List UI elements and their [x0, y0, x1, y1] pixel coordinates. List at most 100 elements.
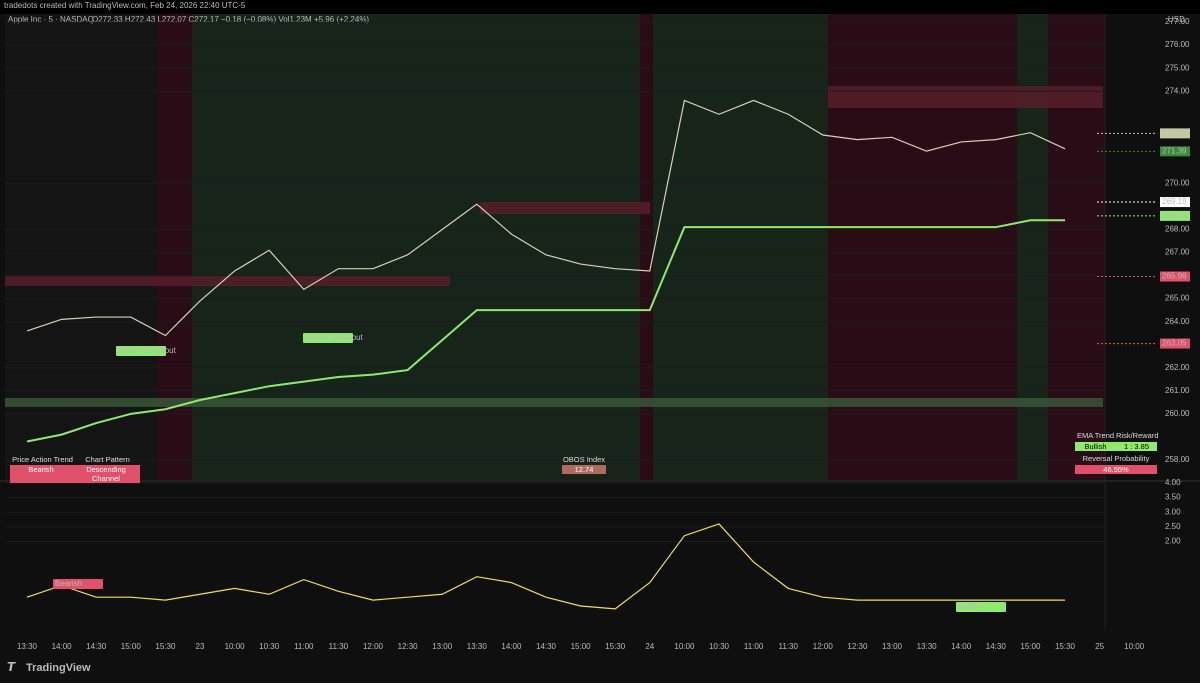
x-tick-label: 15:00	[571, 642, 592, 651]
right-values: Bullish 1 : 3.85	[1075, 442, 1157, 451]
price-marker-label: 272.17	[1162, 128, 1187, 137]
panel-value: 1 : 3.85	[1123, 442, 1150, 451]
x-tick-label: 14:30	[536, 642, 557, 651]
x-tick-label: 12:00	[363, 642, 384, 651]
price-marker-label: 271.39	[1162, 146, 1187, 155]
x-tick-label: 14:00	[501, 642, 522, 651]
x-tick-label: 11:00	[744, 642, 764, 651]
y-tick-label: 258.00	[1165, 455, 1190, 464]
price-marker-label: 263.05	[1162, 339, 1187, 348]
x-tick-label: 11:30	[778, 642, 798, 651]
panel-header: Chart Pattern	[85, 455, 130, 464]
x-tick-label: 15:30	[1055, 642, 1076, 651]
logo: 𝙏	[7, 660, 16, 674]
header-bar	[0, 0, 1200, 14]
y-tick-label: 277.00	[1165, 17, 1190, 26]
reversal-value: 46.55%	[1075, 465, 1157, 474]
x-tick-label: 15:30	[605, 642, 626, 651]
x-tick-label: 13:00	[882, 642, 903, 651]
annotation-box	[956, 602, 1006, 612]
right-panel: EMA Trend Risk/Reward	[1075, 431, 1159, 440]
price-marker	[1160, 210, 1190, 221]
x-tick-label: 13:30	[467, 642, 488, 651]
x-tick-label: 13:30	[917, 642, 938, 651]
x-tick-label: 14:30	[986, 642, 1007, 651]
y-tick-label: 4.00	[1165, 478, 1181, 487]
reversal-header: Reversal Probability	[1082, 454, 1150, 463]
y-tick-label: 264.00	[1165, 317, 1190, 326]
price-marker	[1160, 271, 1190, 282]
annotation: Bullish Breakout	[118, 346, 177, 355]
price-marker	[1160, 128, 1190, 139]
x-tick-label: 14:00	[951, 642, 972, 651]
price-marker-label: 268.59	[1162, 211, 1187, 220]
x-tick-label: 12:00	[813, 642, 834, 651]
annotation-box	[53, 579, 103, 589]
x-tick-label: 10:00	[1124, 642, 1145, 651]
x-tick-label: 10:30	[709, 642, 730, 651]
x-tick-label: 12:30	[398, 642, 419, 651]
y-tick-label: 2.50	[1165, 522, 1181, 531]
ohlc: O272.33 H272.43 L272.07 C272.17 −0.18 (−…	[92, 15, 369, 24]
x-tick-label: 13:00	[432, 642, 453, 651]
y-tick-label: 276.00	[1165, 40, 1190, 49]
series-line	[26, 99, 1066, 337]
price-marker	[1160, 146, 1190, 157]
x-tick-label: 24	[645, 642, 654, 651]
x-tick-label: 12:30	[847, 642, 868, 651]
y-tick-label: 260.00	[1165, 409, 1190, 418]
y-tick-label: 261.00	[1165, 386, 1190, 395]
annotation-box	[303, 333, 353, 343]
x-tick-label: 10:00	[674, 642, 695, 651]
price-marker	[1160, 197, 1190, 208]
x-tick-label: 15:30	[155, 642, 176, 651]
session-bands	[5, 14, 1105, 480]
y-tick-label: 275.00	[1165, 63, 1190, 72]
x-tick-label: 13:30	[17, 642, 38, 651]
y-tick-label: 262.00	[1165, 363, 1190, 372]
y-tick-label: 268.00	[1165, 225, 1190, 234]
panel-value: Descending Channel	[86, 465, 126, 483]
annotation: Bullish Breakout	[305, 333, 364, 342]
brand: TradingView	[26, 662, 91, 674]
obos-header: OBOS Index	[562, 455, 606, 464]
x-tick-label: 23	[196, 642, 205, 651]
y-tick-label: 267.00	[1165, 248, 1190, 257]
y-tick-label: 3.50	[1165, 493, 1181, 502]
y-tick-label: 3.00	[1165, 507, 1181, 516]
panel-value: Bullish	[1084, 442, 1107, 451]
price-marker-label: 269.19	[1162, 197, 1187, 206]
price-marker-label: 265.96	[1162, 272, 1187, 281]
currency: USD	[1168, 15, 1185, 24]
y-tick-label: 274.00	[1165, 86, 1190, 95]
annotation: Bullish	[958, 602, 982, 611]
panel-header: Risk/Reward	[1116, 431, 1159, 440]
price-marker	[1160, 338, 1190, 349]
x-tick-label: 10:00	[225, 642, 246, 651]
panel-header: EMA Trend	[1076, 431, 1115, 440]
x-tick-label: 14:30	[86, 642, 107, 651]
y-tick-label: 265.00	[1165, 294, 1190, 303]
x-tick-label: 15:00	[1020, 642, 1041, 651]
panel-value: Bearish	[28, 465, 54, 474]
credit: tradedots created with TradingView.com, …	[4, 1, 246, 10]
x-tick-label: 15:00	[121, 642, 142, 651]
series-line	[26, 219, 1065, 443]
annotation: Bearish	[55, 579, 82, 588]
x-tick-label: 11:00	[294, 642, 314, 651]
symbol: Apple Inc · 5 · NASDAQ	[8, 15, 94, 24]
y-tick-label: 270.00	[1165, 179, 1190, 188]
x-tick-label: 25	[1095, 642, 1104, 651]
x-tick-label: 11:30	[329, 642, 349, 651]
y-tick-label: 2.00	[1165, 537, 1181, 546]
x-tick-label: 14:00	[52, 642, 73, 651]
left-values: Bearish Descending Channel	[10, 465, 140, 483]
obos-value: 12.74	[562, 465, 606, 474]
left-panel: Price Action Trend Chart Pattern	[10, 455, 140, 464]
panel-header: Price Action Trend	[12, 455, 73, 464]
annotation-box	[116, 346, 166, 356]
series-line	[26, 523, 1065, 610]
x-tick-label: 10:30	[259, 642, 280, 651]
